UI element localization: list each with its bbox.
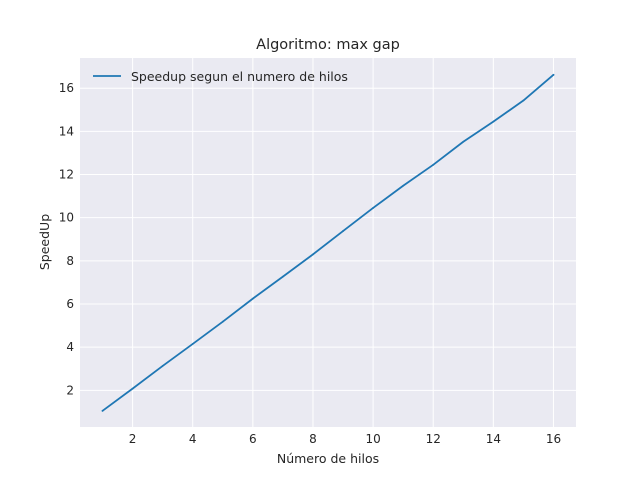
x-tick-label: 8 (309, 432, 317, 446)
series-line (101, 73, 555, 412)
y-tick-label: 2 (66, 383, 74, 397)
y-tick-label: 6 (66, 297, 74, 311)
x-axis-label: Número de hilos (277, 451, 379, 466)
data-point (221, 320, 224, 323)
y-tick-label: 16 (59, 81, 74, 95)
data-point (372, 207, 374, 209)
x-tick-label: 12 (426, 432, 441, 446)
series-group (101, 73, 555, 412)
y-tick-label: 4 (66, 340, 74, 354)
tick-labels: 2 4 6 8 10 12 14 16 2 4 6 8 10 12 14 16 (59, 81, 561, 446)
legend-label: Speedup segun el numero de hilos (131, 69, 348, 84)
data-point (161, 365, 164, 367)
data-point (552, 73, 555, 76)
x-tick-label: 6 (249, 432, 257, 446)
data-point (101, 409, 104, 412)
data-point (312, 253, 314, 256)
x-tick-label: 14 (486, 432, 501, 446)
y-tick-label: 10 (59, 211, 74, 225)
grid-lines (80, 58, 576, 427)
y-tick-label: 14 (59, 124, 74, 138)
y-tick-label: 8 (66, 254, 74, 268)
data-point (282, 275, 284, 278)
y-tick-label: 12 (59, 168, 74, 182)
x-tick-label: 2 (129, 432, 137, 446)
data-point (462, 140, 465, 143)
x-tick-label: 10 (365, 432, 380, 446)
legend: Speedup segun el numero de hilos (93, 69, 348, 84)
data-point (191, 343, 194, 345)
data-point (251, 297, 254, 300)
data-point (492, 120, 495, 123)
data-point (432, 163, 435, 166)
data-point (342, 230, 344, 232)
data-point (522, 99, 525, 102)
y-axis-label: SpeedUp (37, 214, 52, 270)
data-point (402, 184, 405, 187)
x-tick-label: 16 (546, 432, 561, 446)
chart-title: Algoritmo: max gap (256, 37, 400, 53)
data-point (131, 387, 134, 390)
x-tick-label: 4 (189, 432, 197, 446)
